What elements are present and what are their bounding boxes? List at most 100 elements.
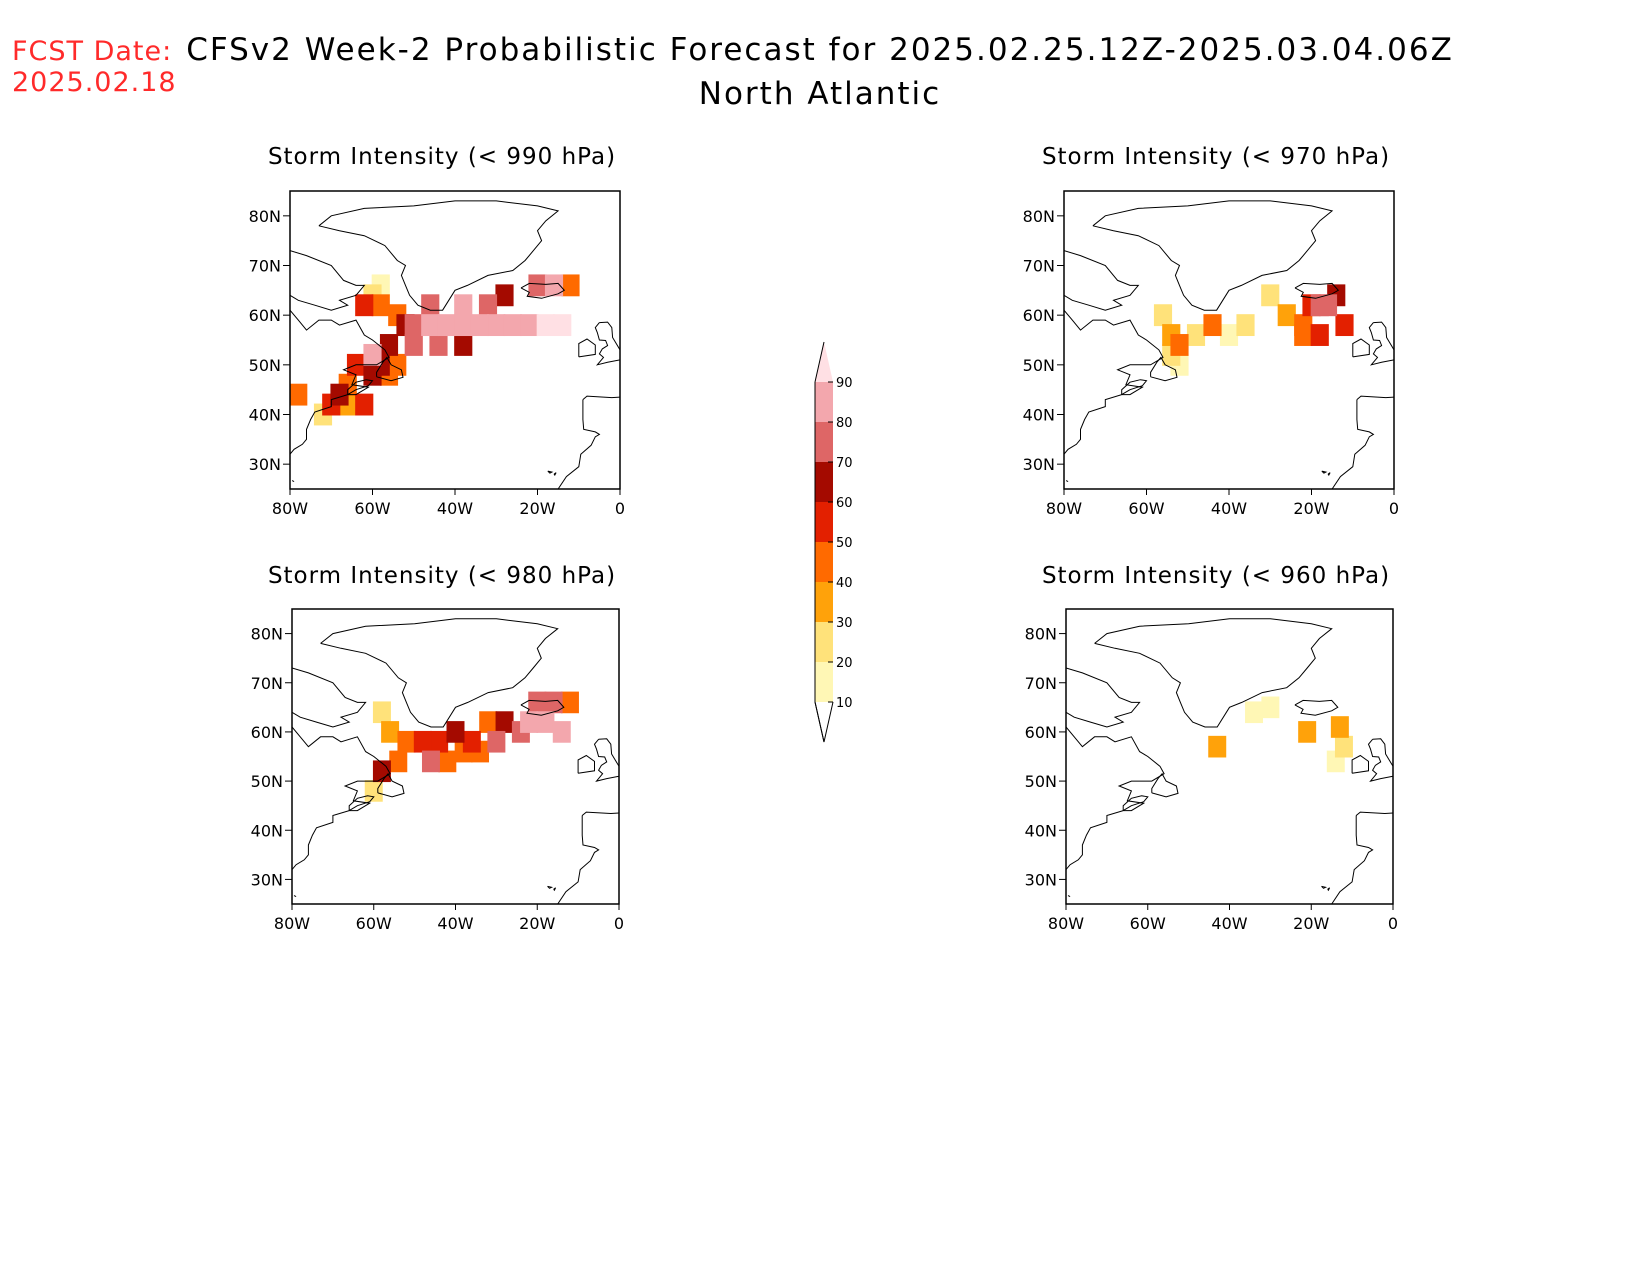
lon-tick-label: 80W: [274, 914, 310, 933]
coastline: [348, 795, 375, 812]
lon-tick-label: 20W: [1293, 914, 1329, 933]
lat-tick-label: 50N: [1025, 772, 1057, 791]
colorbar-outline: [814, 341, 825, 743]
coastline: [291, 480, 295, 483]
coastline: [1064, 309, 1164, 455]
probability-cell: [536, 314, 555, 337]
coastline: [1331, 815, 1374, 904]
lon-tick-label: 40W: [1211, 499, 1247, 518]
probability-cell: [379, 334, 399, 356]
probability-cell: [355, 294, 374, 317]
lon-tick-label: 60W: [356, 914, 392, 933]
probability-cell: [544, 274, 564, 297]
lat-tick-label: 40N: [251, 821, 283, 840]
colorbar-segment: [815, 662, 833, 702]
probability-field: [1153, 284, 1354, 376]
probability-cell: [421, 750, 440, 773]
lat-tick-label: 70N: [249, 257, 281, 276]
probability-cell: [1334, 735, 1353, 758]
probability-cell: [1219, 324, 1239, 346]
probability-cell: [1298, 721, 1317, 743]
probability-cell: [381, 721, 400, 743]
probability-cell: [438, 750, 457, 773]
coastline: [376, 356, 404, 382]
lon-tick-label: 20W: [519, 914, 555, 933]
lat-tick-label: 80N: [1025, 625, 1057, 644]
probability-cell: [1335, 314, 1354, 337]
probability-cell: [553, 314, 572, 337]
probability-cell: [544, 691, 563, 714]
probability-cell: [478, 294, 498, 317]
coastline: [293, 895, 297, 898]
coastline: [1092, 200, 1334, 311]
coastline: [557, 815, 600, 904]
colorbar-segment: [815, 382, 833, 422]
probability-cell: [1170, 334, 1189, 356]
lon-tick-label: 0: [615, 499, 625, 518]
probability-field: [364, 691, 579, 802]
probability-cell: [528, 274, 547, 297]
colorbar-tick-label: 50: [836, 536, 853, 551]
probability-cell: [446, 721, 465, 743]
colorbar-segment: [815, 542, 833, 582]
lat-tick-label: 80N: [1023, 207, 1055, 226]
probability-cell: [1236, 314, 1255, 337]
probability-cell: [430, 730, 449, 753]
probability-cell: [437, 314, 456, 337]
coastline: [1356, 395, 1394, 400]
lon-tick-label: 40W: [437, 914, 473, 933]
probability-cell: [372, 760, 391, 783]
coastline: [557, 399, 601, 489]
map-panel-970: 80N 70N 60N 50N 40N 30N 80W 60W 40W 20W 0: [1023, 190, 1399, 518]
probability-cell: [404, 314, 423, 337]
coastline: [290, 309, 390, 455]
lat-tick-label: 60N: [251, 723, 283, 742]
lon-tick-label: 60W: [1130, 914, 1166, 933]
colorbar-tick-label: 80: [836, 416, 853, 431]
lat-tick-label: 80N: [249, 207, 281, 226]
colorbar-tick-label: 10: [836, 696, 853, 711]
colorbar-top-cap: [815, 342, 833, 382]
lat-tick-label: 70N: [1023, 257, 1055, 276]
lat-tick-label: 40N: [1023, 406, 1055, 425]
coastline: [1150, 356, 1178, 382]
lon-tick-label: 20W: [1293, 499, 1329, 518]
coastline: [1151, 772, 1179, 798]
coastline: [1294, 699, 1339, 716]
probability-cell: [363, 343, 382, 366]
probability-cell: [1153, 304, 1173, 327]
probability-cell: [355, 393, 374, 416]
colorbar-segment: [815, 582, 833, 622]
coastline: [520, 282, 566, 299]
coastline: [1065, 480, 1069, 483]
probability-cell: [495, 284, 514, 307]
probability-cell: [1294, 314, 1313, 337]
probability-cell: [560, 691, 579, 714]
probability-cell: [561, 274, 580, 297]
coastline: [547, 470, 554, 474]
probability-cell: [330, 383, 349, 406]
panel-title-970: Storm Intensity (< 970 hPa): [1041, 144, 1391, 170]
probability-cell: [454, 334, 473, 356]
colorbar-tick-label: 90: [836, 376, 853, 391]
coastline: [1327, 887, 1331, 892]
coastline: [320, 618, 559, 728]
probability-cell: [290, 383, 308, 406]
coastline: [292, 726, 391, 870]
coastline: [347, 379, 374, 396]
coastline: [318, 200, 560, 311]
coastlines: [1066, 618, 1393, 904]
coastline: [377, 772, 405, 798]
lat-tick-label: 60N: [249, 306, 281, 325]
coastline: [593, 738, 619, 782]
lon-tick-label: 60W: [354, 499, 390, 518]
lat-tick-label: 30N: [1025, 870, 1057, 889]
coastline: [292, 667, 367, 728]
probability-colorbar: 10 20 30 40 50 60 70 80 90: [814, 341, 853, 743]
probability-cell: [389, 750, 408, 773]
colorbar-tick-label: 60: [836, 496, 853, 511]
probability-cell: [536, 711, 555, 733]
lat-tick-label: 70N: [251, 674, 283, 693]
page-title: CFSv2 Week-2 Probabilistic Forecast for …: [186, 32, 1454, 68]
coastline: [1066, 726, 1165, 870]
